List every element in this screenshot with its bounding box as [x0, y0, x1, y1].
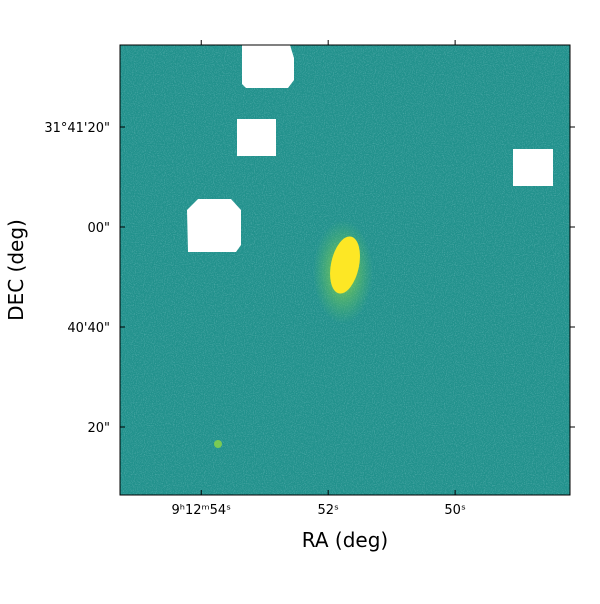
x-tick-label: 50ˢ — [444, 503, 466, 518]
x-tick-label: 9ʰ12ᵐ54ˢ — [171, 503, 231, 518]
star — [214, 440, 222, 448]
y-tick-label: 31°41'20" — [44, 121, 110, 136]
mask — [513, 149, 553, 186]
image — [120, 45, 570, 495]
x-tick-label: 52ˢ — [317, 503, 339, 518]
y-axis-label: DEC (deg) — [4, 219, 28, 321]
y-tick-label: 00" — [87, 221, 110, 236]
galaxy-core — [330, 236, 360, 294]
mask — [237, 119, 276, 156]
x-axis-label: RA (deg) — [302, 528, 388, 552]
mask — [187, 199, 241, 252]
y-tick-label: 40'40" — [67, 321, 110, 336]
axes-frame — [119, 44, 571, 496]
mask — [242, 45, 294, 88]
y-tick-label: 20" — [87, 421, 110, 436]
